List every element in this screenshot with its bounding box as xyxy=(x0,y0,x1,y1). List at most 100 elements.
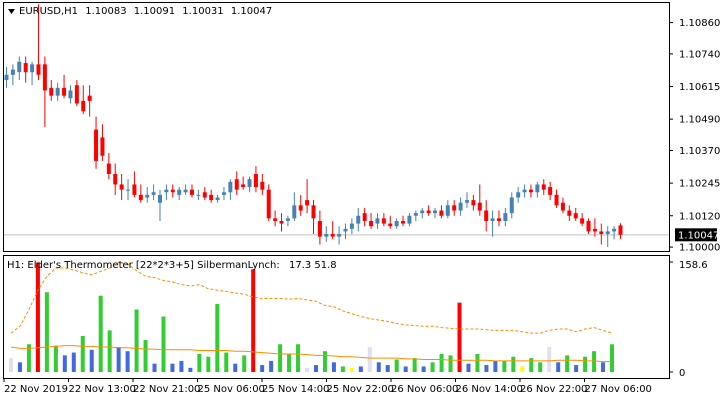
candle-body xyxy=(209,194,214,201)
histogram-bar xyxy=(98,295,103,372)
candle-body xyxy=(337,234,342,237)
ohlc-low: 1.10031 xyxy=(182,6,223,17)
candle-body xyxy=(567,210,572,216)
candle xyxy=(612,226,617,240)
candle xyxy=(209,189,214,203)
candle-body xyxy=(74,85,79,104)
histogram-bar xyxy=(493,360,498,372)
candle-body xyxy=(119,184,124,190)
candle xyxy=(23,56,28,83)
candle xyxy=(580,213,585,227)
candle xyxy=(401,215,406,227)
candle xyxy=(349,218,354,235)
candle xyxy=(490,210,495,237)
current-price-tag xyxy=(675,228,717,242)
time-axis-label: 25 Nov 22:00 xyxy=(327,384,394,395)
candle-body xyxy=(592,228,597,232)
candle-body xyxy=(10,69,15,75)
candle xyxy=(337,226,342,245)
histogram-bar xyxy=(53,345,58,372)
candle-body xyxy=(177,189,182,195)
candle xyxy=(528,184,533,198)
price-axis-label: 1.10370 xyxy=(679,146,720,157)
candle xyxy=(87,85,92,117)
histogram-bar xyxy=(367,347,372,372)
candle xyxy=(49,80,54,101)
candle-body xyxy=(554,194,559,206)
candle-body xyxy=(490,218,495,221)
histogram-bar xyxy=(502,360,507,372)
candle xyxy=(311,200,316,235)
histogram-bar xyxy=(260,365,265,372)
candle xyxy=(10,64,15,86)
candle xyxy=(4,66,9,88)
candle-body xyxy=(215,197,220,201)
histogram-bar xyxy=(170,363,175,372)
histogram-layer xyxy=(9,262,614,372)
time-axis-label: 26 Nov 22:00 xyxy=(520,384,587,395)
candle-body xyxy=(49,87,54,96)
histogram-bar xyxy=(421,366,426,372)
candle-body xyxy=(87,95,92,101)
indicator-axis-zero: 0 xyxy=(679,368,685,379)
chart-menu-triangle-icon[interactable] xyxy=(8,9,15,14)
histogram-bar xyxy=(305,367,310,372)
candle xyxy=(273,210,278,227)
candle-body xyxy=(343,228,348,232)
price-axis-label: 1.10000 xyxy=(679,243,720,254)
candle-body xyxy=(68,90,73,99)
candle xyxy=(356,207,361,232)
histogram-bar xyxy=(484,365,489,372)
histogram-bar xyxy=(358,366,363,372)
histogram-bar xyxy=(9,358,13,372)
candle xyxy=(503,207,508,227)
histogram-bar xyxy=(116,347,121,372)
candle xyxy=(170,184,175,198)
candle xyxy=(145,187,150,203)
candle-body xyxy=(586,220,591,232)
candle-body xyxy=(4,74,9,81)
candle-body xyxy=(164,189,169,193)
candle xyxy=(126,179,131,201)
candle-body xyxy=(273,218,278,221)
histogram-bar xyxy=(340,366,345,372)
candle xyxy=(452,200,457,216)
candle-body xyxy=(151,192,156,195)
time-axis-label: 26 Nov 14:00 xyxy=(456,384,523,395)
histogram-bar xyxy=(313,365,318,372)
candle xyxy=(74,80,79,107)
histogram-bar xyxy=(206,356,211,372)
candle-body xyxy=(458,202,463,211)
main-chart-frame[interactable] xyxy=(3,2,670,252)
histogram-bar xyxy=(242,355,247,372)
candle xyxy=(458,197,463,216)
candle xyxy=(106,153,111,180)
candle xyxy=(100,124,105,161)
candle xyxy=(445,200,450,219)
candle-body xyxy=(234,179,239,190)
candle-body xyxy=(465,200,469,203)
candle xyxy=(36,4,41,81)
candle-body xyxy=(138,194,143,201)
histogram-bar xyxy=(296,344,301,372)
price-axis-label: 1.10490 xyxy=(679,115,720,126)
price-axis-label: 1.10120 xyxy=(679,211,720,222)
indicator-frame[interactable] xyxy=(3,255,670,379)
candle xyxy=(407,213,412,227)
candle-body xyxy=(394,220,399,227)
candle-body xyxy=(260,181,265,190)
candle-body xyxy=(426,210,431,214)
candle xyxy=(253,166,258,193)
histogram-bar xyxy=(197,353,202,372)
candle xyxy=(618,223,623,239)
candle xyxy=(151,184,156,201)
candle xyxy=(215,194,220,203)
candle-body xyxy=(311,205,316,219)
candle-body xyxy=(605,231,610,235)
histogram-bar xyxy=(520,366,525,372)
time-axis-label: 25 Nov 06:00 xyxy=(198,384,265,395)
candle xyxy=(433,207,438,219)
candle-body xyxy=(407,215,412,224)
candle-body xyxy=(439,210,444,216)
